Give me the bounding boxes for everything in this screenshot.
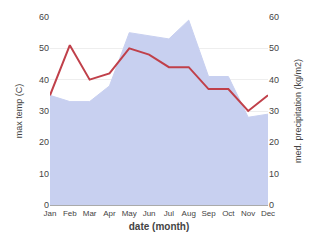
svg-text:Sep: Sep — [201, 209, 216, 218]
svg-text:Apr: Apr — [103, 209, 116, 218]
svg-text:May: May — [122, 209, 137, 218]
svg-text:30: 30 — [269, 106, 279, 116]
svg-text:30: 30 — [39, 106, 49, 116]
svg-text:max temp (C): max temp (C) — [14, 84, 24, 139]
svg-text:0: 0 — [269, 200, 274, 210]
svg-text:60: 60 — [39, 12, 49, 22]
svg-text:date (month): date (month) — [129, 221, 190, 232]
svg-text:10: 10 — [269, 169, 279, 179]
svg-text:Jan: Jan — [44, 209, 57, 218]
svg-text:Nov: Nov — [241, 209, 255, 218]
svg-text:Jun: Jun — [143, 209, 156, 218]
svg-text:50: 50 — [269, 43, 279, 53]
svg-text:Dec: Dec — [261, 209, 275, 218]
svg-text:Aug: Aug — [182, 209, 196, 218]
svg-text:Feb: Feb — [63, 209, 77, 218]
svg-text:Mar: Mar — [83, 209, 97, 218]
svg-text:40: 40 — [269, 75, 279, 85]
svg-text:40: 40 — [39, 75, 49, 85]
svg-text:20: 20 — [269, 137, 279, 147]
svg-text:Jul: Jul — [164, 209, 174, 218]
svg-text:50: 50 — [39, 43, 49, 53]
svg-text:60: 60 — [269, 12, 279, 22]
svg-text:Oct: Oct — [222, 209, 235, 218]
svg-text:med. precipitation (kg/m2): med. precipitation (kg/m2) — [293, 59, 303, 163]
svg-text:10: 10 — [39, 169, 49, 179]
svg-text:0: 0 — [44, 200, 49, 210]
svg-text:20: 20 — [39, 137, 49, 147]
